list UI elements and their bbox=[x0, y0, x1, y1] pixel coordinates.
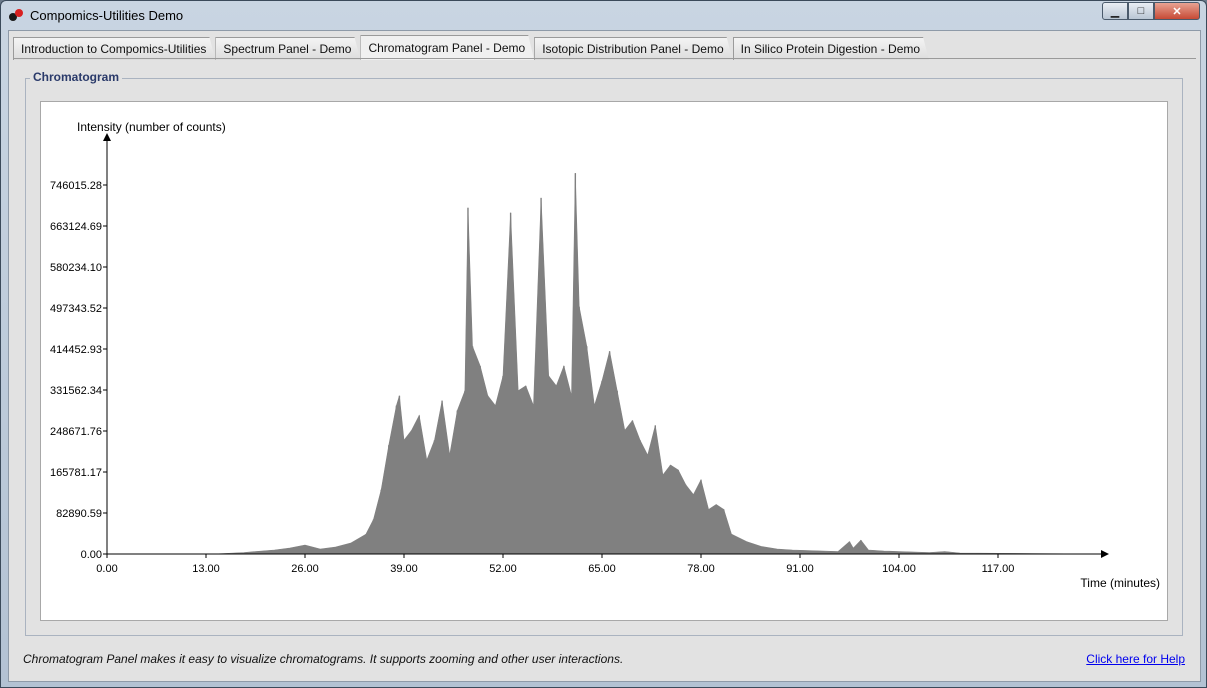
tab-in-silico-digestion[interactable]: In Silico Protein Digestion - Demo bbox=[733, 37, 929, 60]
tab-divider bbox=[13, 58, 1196, 59]
x-tick-label: 0.00 bbox=[96, 563, 117, 575]
maximize-button[interactable]: □ bbox=[1128, 2, 1154, 20]
x-axis-label: Time (minutes) bbox=[1080, 576, 1160, 590]
y-tick-label: 414452.93 bbox=[50, 344, 102, 356]
close-icon: ✕ bbox=[1172, 5, 1182, 18]
y-tick-label: 497343.52 bbox=[50, 303, 102, 315]
close-button[interactable]: ✕ bbox=[1154, 2, 1200, 20]
y-tick-label: 663124.69 bbox=[50, 221, 102, 233]
y-tick-label: 82890.59 bbox=[56, 508, 102, 520]
chromatogram-group-border bbox=[25, 78, 1183, 636]
y-tick-label: 165781.17 bbox=[50, 467, 102, 479]
tab-spectrum-panel[interactable]: Spectrum Panel - Demo bbox=[215, 37, 360, 60]
x-tick-label: 104.00 bbox=[882, 563, 916, 575]
chromatogram-panel[interactable]: Intensity (number of counts) Time (minut… bbox=[40, 101, 1168, 621]
x-axis-arrow-icon bbox=[1101, 550, 1109, 558]
y-tick-label: 248671.76 bbox=[50, 426, 102, 438]
plot-area: 0.00 13.00 26.00 39.00 52.00 65.00 78.00 91.00 1… bbox=[50, 133, 1109, 575]
x-tick-label: 65.00 bbox=[588, 563, 616, 575]
chromatogram-chart[interactable]: Intensity (number of counts) Time (minut… bbox=[41, 102, 1167, 620]
status-description: Chromatogram Panel makes it easy to visu… bbox=[23, 652, 624, 666]
y-tick-label: 0.00 bbox=[81, 549, 102, 561]
tab-chromatogram-panel[interactable]: Chromatogram Panel - Demo bbox=[360, 35, 534, 60]
y-tick-label: 746015.28 bbox=[50, 180, 102, 192]
tab-introduction[interactable]: Introduction to Compomics-Utilities bbox=[13, 37, 215, 60]
x-tick-label: 26.00 bbox=[291, 563, 319, 575]
tab-isotopic-distribution[interactable]: Isotopic Distribution Panel - Demo bbox=[534, 37, 732, 60]
client-area: Introduction to Compomics-Utilities Spec… bbox=[8, 30, 1201, 682]
minimize-button[interactable]: ▁ bbox=[1102, 2, 1128, 20]
x-tick-label: 78.00 bbox=[687, 563, 715, 575]
y-tick-label: 331562.34 bbox=[50, 385, 102, 397]
x-tick-label: 13.00 bbox=[192, 563, 220, 575]
x-tick-label: 117.00 bbox=[982, 563, 1015, 575]
app-logo-icon bbox=[9, 9, 23, 21]
minimize-icon: ▁ bbox=[1110, 5, 1120, 18]
chromatogram-group-title: Chromatogram bbox=[30, 70, 123, 84]
y-tick-label: 580234.10 bbox=[50, 262, 102, 274]
window-controls: ▁ □ ✕ bbox=[1102, 2, 1200, 22]
title-bar[interactable]: Compomics-Utilities Demo ▁ □ ✕ bbox=[1, 1, 1206, 29]
maximize-icon: □ bbox=[1137, 5, 1145, 17]
help-link[interactable]: Click here for Help bbox=[1086, 652, 1185, 666]
y-axis-label: Intensity (number of counts) bbox=[77, 120, 226, 134]
x-tick-label: 91.00 bbox=[786, 563, 814, 575]
y-axis-arrow-icon bbox=[103, 133, 111, 141]
window-title: Compomics-Utilities Demo bbox=[30, 8, 184, 23]
x-tick-label: 52.00 bbox=[489, 563, 517, 575]
x-tick-label: 39.00 bbox=[390, 563, 418, 575]
tab-bar: Introduction to Compomics-Utilities Spec… bbox=[13, 35, 929, 59]
